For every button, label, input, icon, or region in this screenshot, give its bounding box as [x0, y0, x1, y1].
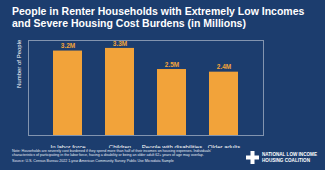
svg-text:Number of People: Number of People	[16, 39, 22, 88]
svg-text:In labor force: In labor force	[50, 144, 86, 148]
html-text:People in Renter Households wi: People in Renter Households with Extreme…	[12, 5, 305, 29]
html-text:HOUSING COALITION: HOUSING COALITION	[262, 157, 310, 163]
html-text:Note: Households are severely: Note: Households are severely cost burde…	[12, 149, 212, 158]
svg-text:Children: Children	[109, 144, 131, 148]
svg-text:3.3M: 3.3M	[113, 39, 127, 46]
html-text:Source: U.S. Census Bureau 202: Source: U.S. Census Bureau 2022 1-year A…	[12, 158, 174, 163]
html-text:NATIONAL LOW INCOME: NATIONAL LOW INCOME	[262, 152, 317, 157]
svg-text:2.4M: 2.4M	[217, 63, 231, 70]
svg-text:3.2M: 3.2M	[61, 42, 75, 49]
svg-text:People with disabilities: People with disabilities	[142, 144, 202, 148]
svg-text:2.5M: 2.5M	[165, 61, 179, 68]
svg-text:Older adults: Older adults	[208, 144, 240, 148]
